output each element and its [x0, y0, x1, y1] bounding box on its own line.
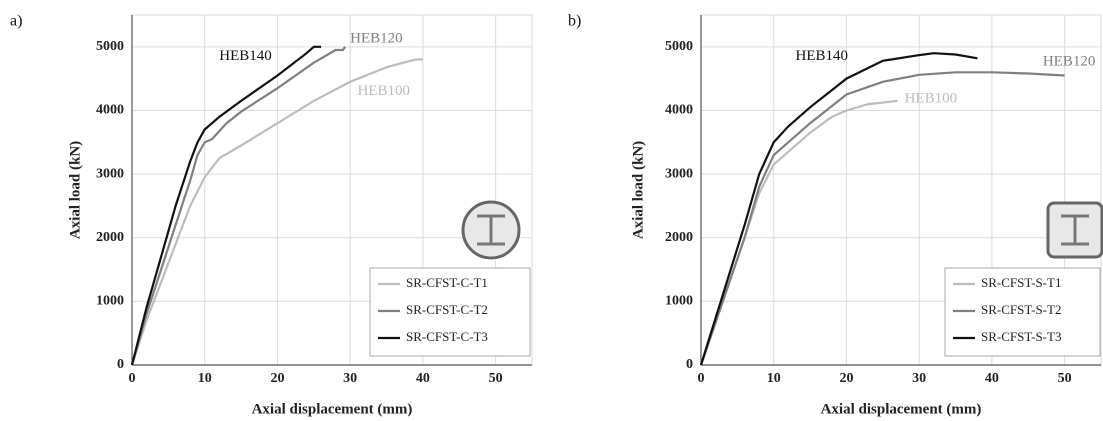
chart: 0 1000 2000 3000 4000 5000 0 10 20 30 40 50 Axial di…: [568, 13, 1103, 417]
x-axis-title: Axial displacement (mm): [821, 401, 982, 417]
legend-label: SR-CFST-C-T3: [406, 329, 488, 344]
legend-label: SR-CFST-S-T2: [981, 302, 1061, 317]
x-tick-label: 20: [839, 371, 853, 386]
data-line: [130, 45, 322, 366]
x-tick-label: 40: [985, 371, 999, 386]
y-tick-label: 1000: [665, 294, 693, 309]
section-icon: [1046, 201, 1103, 259]
legend-label: SR-CFST-C-T2: [406, 302, 488, 317]
x-tick-label: 30: [343, 371, 357, 386]
section-icon: [461, 200, 521, 260]
data-line: [699, 71, 1065, 366]
legend-label: SR-CFST-C-T1: [406, 275, 488, 290]
x-tick-label: 10: [198, 371, 212, 386]
legend-label: SR-CFST-S-T1: [981, 275, 1061, 290]
y-tick-label: 4000: [96, 103, 124, 118]
x-tick-label: 0: [698, 371, 705, 386]
data-line: [699, 52, 978, 366]
y-tick-label: 3000: [96, 166, 124, 181]
x-tick-label: 50: [489, 371, 503, 386]
x-tick-label: 0: [129, 371, 136, 386]
y-tick-label: 2000: [665, 230, 693, 245]
y-axis-title: Axial load (kN): [630, 141, 646, 239]
y-tick-label: 2000: [96, 230, 124, 245]
x-axis-title: Axial displacement (mm): [252, 401, 413, 417]
y-tick-label: 1000: [96, 294, 124, 309]
x-tick-label: 50: [1058, 371, 1072, 386]
y-tick-label: 4000: [665, 103, 693, 118]
x-tick-label: 40: [416, 371, 430, 386]
annotation: HEB120: [1043, 54, 1096, 70]
y-tick-label: 5000: [96, 39, 124, 54]
legend-label: SR-CFST-S-T3: [981, 329, 1061, 344]
y-tick-label: 5000: [665, 39, 693, 54]
annotation: HEB100: [905, 90, 958, 106]
x-tick-label: 30: [912, 371, 926, 386]
annotation: HEB100: [357, 83, 410, 99]
annotation: HEB140: [796, 48, 849, 64]
panel-label: b): [568, 13, 581, 30]
data-line: [130, 58, 423, 366]
x-tick-label: 20: [270, 371, 284, 386]
annotation: HEB140: [219, 48, 271, 64]
panel-label: a): [10, 13, 22, 30]
y-tick-label: 3000: [665, 166, 693, 181]
y-tick-label: 0: [686, 357, 693, 372]
data-line: [130, 46, 347, 366]
y-axis-title: Axial load (kN): [67, 141, 83, 239]
annotation: HEB120: [350, 31, 403, 47]
chart: 0 1000 2000 3000 4000 5000 0 10 20 30 40 50 Axial di…: [10, 13, 533, 417]
y-tick-label: 0: [117, 357, 124, 372]
x-tick-label: 10: [767, 371, 781, 386]
